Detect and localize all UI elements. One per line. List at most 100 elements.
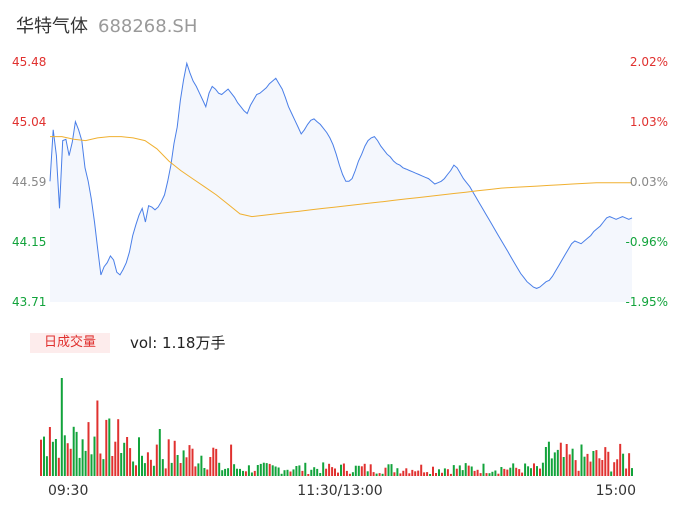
- volume-bar: [515, 467, 518, 476]
- volume-bar: [497, 473, 500, 476]
- volume-bar: [458, 465, 461, 476]
- volume-bar: [348, 473, 351, 476]
- volume-bar: [571, 448, 574, 476]
- volume-bar: [500, 467, 503, 476]
- volume-bar: [331, 467, 334, 476]
- volume-bar: [328, 463, 331, 476]
- volume-bar: [215, 448, 218, 476]
- volume-bar: [616, 459, 619, 476]
- volume-bar: [146, 452, 149, 476]
- time-tick-label: 11:30/13:00: [297, 483, 382, 499]
- stock-code: 688268.SH: [98, 16, 198, 37]
- volume-bar: [544, 447, 547, 476]
- volume-bar: [43, 436, 45, 476]
- volume-bar: [111, 456, 114, 476]
- volume-bar: [530, 468, 532, 476]
- volume-bar: [601, 460, 604, 476]
- volume-bar: [485, 473, 488, 476]
- volume-bar: [619, 443, 622, 476]
- volume-bar: [233, 464, 236, 476]
- volume-bar: [479, 473, 482, 476]
- volume-bar: [108, 418, 111, 476]
- volume-bar: [351, 472, 354, 476]
- volume-bar: [149, 459, 152, 476]
- volume-bar: [173, 440, 176, 476]
- volume-bar: [378, 473, 381, 476]
- volume-bar: [625, 468, 628, 476]
- volume-bar: [212, 447, 215, 476]
- volume-bar: [449, 473, 452, 476]
- volume-total-label: vol: 1.18万手: [130, 334, 226, 352]
- volume-bar: [357, 465, 360, 476]
- volume-bar: [340, 464, 342, 476]
- volume-bar: [188, 445, 191, 476]
- stock-name: 华特气体: [16, 16, 88, 37]
- volume-bar: [533, 463, 535, 476]
- volume-bar: [345, 470, 348, 476]
- volume-bar: [334, 468, 336, 476]
- percent-tick-label: 1.03%: [630, 115, 668, 129]
- volume-bar: [54, 439, 57, 476]
- volume-bar: [280, 473, 283, 476]
- volume-bar: [289, 471, 292, 476]
- volume-bar: [132, 461, 135, 476]
- volume-bar: [274, 466, 277, 476]
- percent-tick-label: 2.02%: [630, 55, 668, 69]
- volume-bar: [194, 466, 197, 476]
- volume-bar: [420, 464, 423, 476]
- volume-bar: [203, 468, 206, 476]
- volume-bar: [586, 453, 589, 476]
- volume-bar: [247, 465, 250, 476]
- volume-bar: [512, 463, 515, 476]
- volume-bar: [369, 464, 372, 476]
- volume-bar: [467, 465, 470, 476]
- volume-bar: [509, 467, 512, 476]
- volume-bar: [375, 473, 378, 476]
- volume-bar: [114, 441, 117, 476]
- volume-bar: [550, 458, 553, 476]
- average-line: [50, 136, 632, 218]
- volume-bar: [396, 468, 399, 476]
- volume-bar: [607, 451, 610, 476]
- volume-bar: [455, 468, 458, 476]
- volume-bar: [524, 463, 527, 476]
- volume-bar: [628, 453, 631, 476]
- volume-bar: [443, 468, 446, 476]
- volume-bar: [277, 467, 280, 476]
- volume-bar: [268, 463, 271, 476]
- volume-bar: [93, 436, 96, 476]
- volume-bar: [417, 470, 420, 476]
- volume-bar: [170, 462, 173, 476]
- volume-bar: [503, 468, 506, 476]
- volume-bar: [432, 466, 434, 476]
- volume-bar: [90, 454, 93, 476]
- volume-bar: [301, 470, 304, 476]
- volume-bar: [595, 450, 598, 476]
- volume-bar: [191, 448, 194, 476]
- volume-bar: [304, 462, 307, 476]
- volume-bar: [423, 472, 426, 476]
- volume-bar: [75, 431, 78, 476]
- volume-bar: [60, 378, 63, 476]
- volume-bar: [631, 468, 633, 476]
- volume-bar: [429, 474, 432, 476]
- volume-bar: [84, 450, 87, 476]
- volume-bar: [319, 473, 322, 476]
- volume-bar: [414, 471, 417, 476]
- volume-bar: [155, 444, 158, 476]
- volume-bar: [292, 469, 295, 476]
- volume-bar: [250, 472, 253, 476]
- volume-bar: [141, 455, 143, 476]
- volume-bar: [405, 468, 408, 476]
- volume-bar: [464, 463, 467, 476]
- volume-bar: [494, 470, 497, 476]
- volume-bar: [135, 465, 137, 476]
- volume-bar: [72, 426, 75, 476]
- volume-bar: [441, 472, 443, 476]
- volume-bar: [230, 444, 233, 476]
- volume-bar: [45, 456, 48, 476]
- volume-bar: [63, 435, 66, 476]
- volume-legend-badge: 日成交量: [30, 333, 110, 353]
- volume-bar: [435, 473, 437, 476]
